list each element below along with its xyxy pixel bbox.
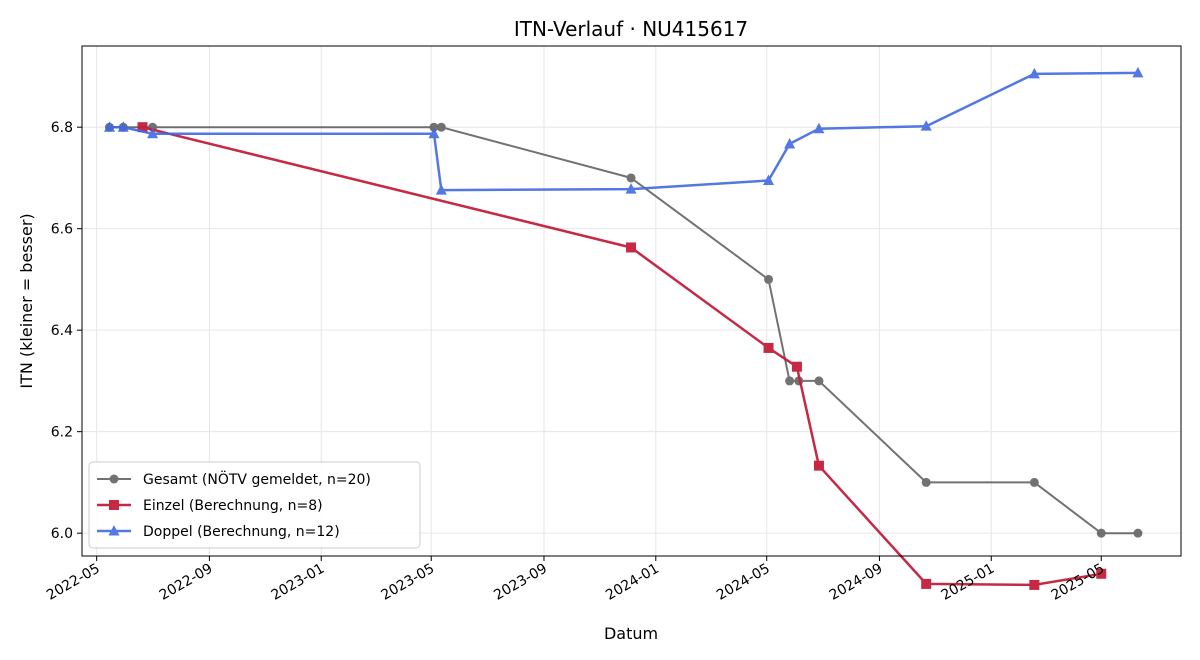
data-point [137, 122, 148, 133]
series-line [142, 125, 1102, 587]
data-point [921, 578, 932, 589]
data-point [785, 376, 795, 386]
data-point [117, 121, 129, 132]
series-line [109, 71, 1138, 192]
data-point [1096, 568, 1107, 579]
data-point [626, 242, 637, 253]
data-point [625, 183, 637, 194]
data-point [436, 122, 446, 132]
y-tick-label: 6.0 [51, 526, 73, 542]
data-point [429, 122, 439, 132]
data-point [791, 361, 802, 372]
data-point [763, 174, 775, 185]
legend-entry [97, 500, 131, 510]
series-square [137, 122, 1107, 590]
legend-marker [108, 525, 120, 536]
data-point [814, 376, 824, 386]
data-point [1029, 579, 1040, 590]
legend-label: Gesamt (NÖTV gemeldet, n=20) [143, 470, 371, 488]
data-point [813, 460, 824, 471]
y-tick-label: 6.2 [51, 425, 73, 441]
data-point [921, 477, 931, 487]
data-point [763, 342, 774, 353]
series-line [109, 126, 1138, 535]
series-circle [104, 122, 1143, 538]
data-point [784, 137, 796, 149]
x-axis-label: Datum [604, 624, 658, 643]
data-point [147, 127, 159, 139]
data-point [1096, 528, 1106, 538]
legend-label: Doppel (Berechnung, n=12) [143, 524, 340, 540]
legend-marker [109, 474, 119, 484]
series-layer [103, 66, 1144, 590]
y-tick-label: 6.4 [51, 323, 73, 339]
legend-entry [97, 525, 131, 536]
y-axis-label: ITN (kleiner = besser) [17, 213, 36, 388]
data-point [103, 121, 115, 132]
data-point [764, 274, 774, 284]
legend-box [88, 461, 421, 549]
legend-label: Einzel (Berechnung, n=8) [143, 498, 323, 514]
legend-entry [97, 474, 131, 484]
legend-marker [109, 500, 119, 510]
data-point [1132, 66, 1144, 78]
y-axis-ticks: 6.0 6.2 6.4 6.6 6.8 [51, 120, 82, 542]
series-triangle [103, 66, 1144, 195]
data-point [1133, 528, 1143, 538]
legend: Gesamt (NÖTV gemeldet, n=20) Einzel (Bere… [88, 461, 421, 549]
data-point [920, 120, 932, 131]
data-point [1028, 67, 1040, 79]
grid [82, 46, 1181, 556]
chart-title: ITN-Verlauf · NU415617 [514, 17, 748, 41]
data-point [1029, 477, 1039, 487]
data-point [626, 173, 636, 183]
plot-frame [81, 45, 1182, 557]
y-tick-label: 6.8 [51, 120, 73, 136]
data-point [428, 127, 440, 139]
data-point [813, 122, 825, 134]
y-tick-label: 6.6 [51, 222, 73, 238]
data-point [435, 184, 447, 195]
